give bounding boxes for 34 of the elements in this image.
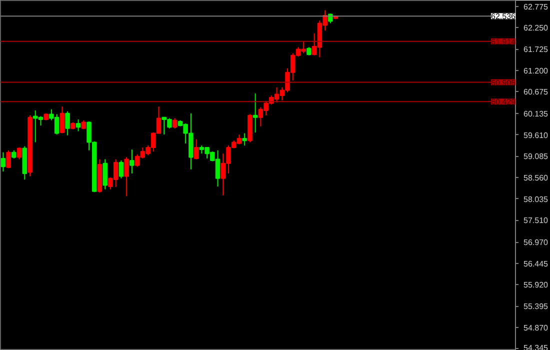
candlestick — [118, 160, 124, 179]
y-tick-label: 54.870 — [524, 323, 549, 332]
ref-line-label: 61.914 — [491, 37, 516, 46]
ref-line-label: 60.429 — [491, 98, 516, 107]
y-tick-label: 57.510 — [524, 216, 549, 226]
candlestick — [102, 158, 108, 190]
y-tick-label: 61.725 — [524, 45, 549, 54]
y-tick-label: 61.200 — [524, 66, 549, 76]
y-tick-label: 62.775 — [524, 2, 549, 12]
y-tick-label: 58.035 — [524, 194, 549, 204]
candlestick — [65, 110, 70, 136]
candlestick — [252, 92, 258, 133]
y-tick-label: 60.135 — [524, 110, 549, 119]
ref-line-label: 62.536 — [491, 12, 516, 22]
y-tick-label: 60.675 — [524, 88, 549, 97]
y-tick-label: 56.970 — [524, 238, 549, 248]
y-tick-label: 59.610 — [524, 130, 549, 140]
y-tick-label: 58.560 — [524, 174, 549, 183]
candlestick — [242, 132, 247, 146]
candlestick — [172, 118, 178, 129]
candlestick — [16, 146, 22, 160]
candlestick — [6, 150, 11, 169]
candlestick — [130, 149, 134, 174]
ref-line-label: 60.906 — [491, 78, 516, 88]
candlestick — [0, 152, 6, 172]
y-tick-label: 56.445 — [524, 259, 549, 268]
candlestick — [194, 138, 199, 160]
candlestick — [124, 156, 129, 197]
candlestick — [76, 118, 81, 132]
y-tick-label: 62.250 — [524, 24, 549, 33]
candlestick — [60, 106, 65, 134]
y-tick-label: 59.085 — [524, 152, 549, 162]
y-tick-label: 55.395 — [524, 302, 549, 312]
y-tick-label: 55.920 — [524, 280, 549, 290]
